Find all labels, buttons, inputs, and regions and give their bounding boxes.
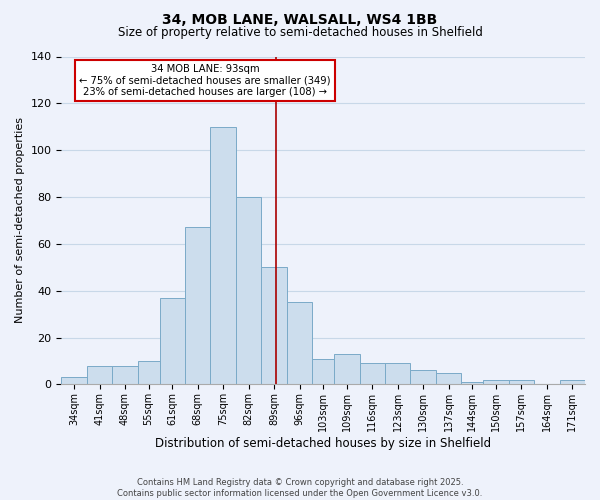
- Bar: [483, 380, 509, 384]
- Bar: [160, 298, 185, 384]
- Bar: [560, 380, 585, 384]
- Text: Size of property relative to semi-detached houses in Shelfield: Size of property relative to semi-detach…: [118, 26, 482, 39]
- Bar: [359, 364, 385, 384]
- Text: 34, MOB LANE, WALSALL, WS4 1BB: 34, MOB LANE, WALSALL, WS4 1BB: [163, 12, 437, 26]
- Bar: [87, 366, 112, 384]
- Bar: [334, 354, 359, 384]
- Text: Contains HM Land Registry data © Crown copyright and database right 2025.
Contai: Contains HM Land Registry data © Crown c…: [118, 478, 482, 498]
- Bar: [236, 197, 262, 384]
- Bar: [312, 358, 334, 384]
- Bar: [138, 361, 160, 384]
- Bar: [287, 302, 312, 384]
- Bar: [185, 228, 211, 384]
- Bar: [61, 378, 87, 384]
- Bar: [461, 382, 483, 384]
- Bar: [211, 127, 236, 384]
- Bar: [436, 372, 461, 384]
- X-axis label: Distribution of semi-detached houses by size in Shelfield: Distribution of semi-detached houses by …: [155, 437, 491, 450]
- Text: 34 MOB LANE: 93sqm
← 75% of semi-detached houses are smaller (349)
23% of semi-d: 34 MOB LANE: 93sqm ← 75% of semi-detache…: [79, 64, 331, 96]
- Bar: [385, 364, 410, 384]
- Bar: [262, 268, 287, 384]
- Bar: [112, 366, 138, 384]
- Y-axis label: Number of semi-detached properties: Number of semi-detached properties: [15, 118, 25, 324]
- Bar: [509, 380, 534, 384]
- Bar: [410, 370, 436, 384]
